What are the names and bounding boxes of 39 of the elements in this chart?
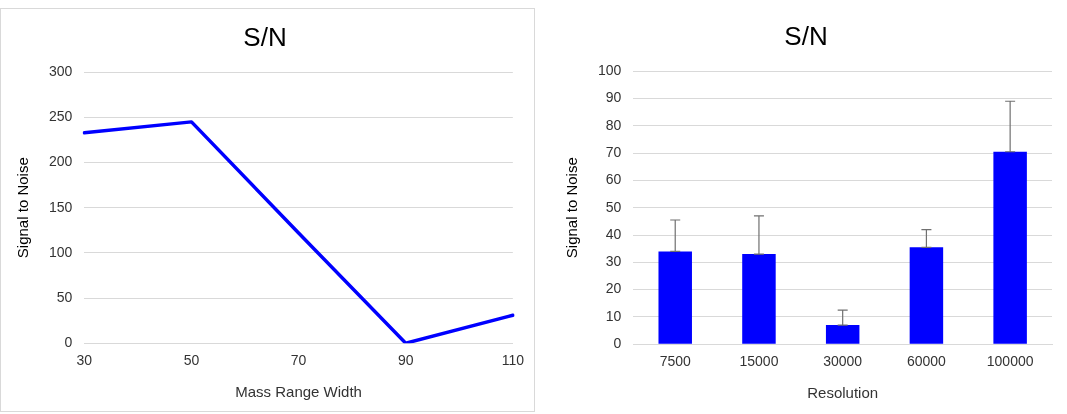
y-tick-label: 0 [64, 334, 73, 351]
y-axis-title: Signal to Noise [563, 157, 581, 259]
bar [658, 251, 692, 344]
y-tick-label: 250 [49, 108, 73, 125]
x-tick-label: 30 [76, 352, 93, 369]
x-tick-label: 70 [290, 352, 307, 369]
y-tick-label: 100 [598, 62, 622, 79]
y-tick-label: 50 [56, 288, 73, 305]
y-tick-label: 80 [605, 116, 622, 133]
x-tick-label: 15000 [739, 353, 779, 370]
x-tick-label: 60000 [906, 353, 947, 370]
y-tick-label: 200 [49, 153, 73, 170]
x-axis-title: Resolution [807, 384, 879, 402]
y-axis-title: Signal to Noise [14, 157, 32, 259]
y-tick-label: 10 [605, 307, 622, 324]
chart-title: S/N [243, 21, 287, 52]
y-tick-label: 50 [605, 198, 622, 215]
bar [742, 254, 776, 344]
bar [909, 247, 944, 344]
x-tick-label: 90 [397, 352, 414, 369]
x-tick-label: 110 [501, 352, 525, 369]
x-tick-label: 7500 [659, 353, 691, 370]
y-tick-label: 70 [605, 143, 622, 160]
y-tick-label: 0 [613, 335, 622, 352]
bar [825, 325, 860, 344]
y-tick-label: 300 [49, 63, 73, 80]
y-tick-label: 20 [605, 280, 622, 297]
y-tick-label: 150 [49, 198, 73, 215]
y-tick-label: 100 [49, 243, 73, 260]
x-tick-label: 30000 [823, 353, 863, 370]
y-tick-label: 30 [605, 253, 622, 270]
x-axis-title: Mass Range Width [235, 383, 362, 401]
chart-title: S/N [784, 20, 828, 51]
bar [993, 151, 1027, 344]
y-tick-label: 40 [605, 225, 622, 242]
y-tick-label: 60 [605, 171, 622, 188]
x-tick-label: 100000 [986, 353, 1034, 370]
x-tick-label: 50 [183, 352, 200, 369]
y-tick-label: 90 [605, 89, 622, 106]
